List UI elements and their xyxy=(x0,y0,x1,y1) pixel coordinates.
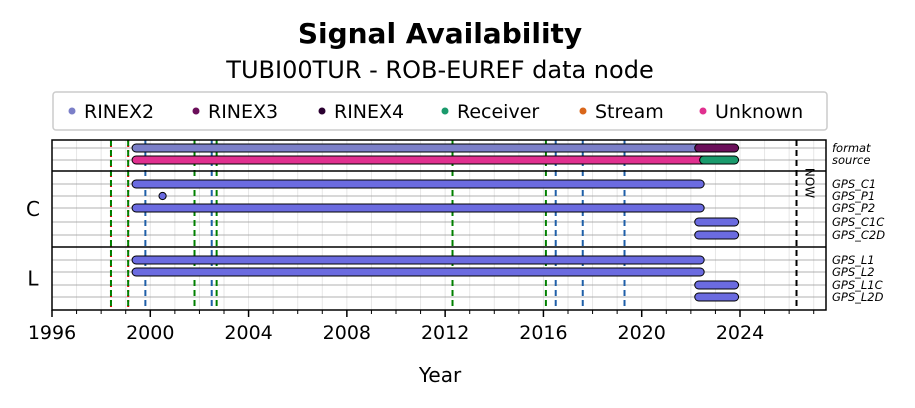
segment-point xyxy=(158,191,167,201)
group-label: C xyxy=(26,197,40,221)
availability-bar xyxy=(131,255,705,265)
x-tick-label: 2020 xyxy=(618,322,666,344)
chart-title: Signal Availability xyxy=(298,17,582,50)
group-label: L xyxy=(27,267,39,291)
x-tick-label: 2008 xyxy=(323,322,371,344)
availability-bar xyxy=(694,143,740,153)
availability-bar xyxy=(694,292,740,302)
availability-bar xyxy=(699,155,740,165)
row-label: GPS_L2D xyxy=(832,290,884,304)
plot-area: CLformatsourceGPS_C1GPS_P1GPS_P2GPS_C1CG… xyxy=(26,139,885,311)
row-label: GPS_L2 xyxy=(832,265,875,279)
chart-subtitle: TUBI00TUR - ROB-EUREF data node xyxy=(225,56,653,84)
x-tick-label: 2000 xyxy=(126,322,174,344)
x-tick-label: 2024 xyxy=(716,322,764,344)
x-tick-label: 2004 xyxy=(224,322,272,344)
legend-marker xyxy=(441,107,449,115)
legend-marker xyxy=(192,107,200,115)
availability-bar xyxy=(131,143,703,153)
legend-label: RINEX3 xyxy=(208,101,278,123)
row-label: GPS_P2 xyxy=(832,201,875,215)
x-axis-label: Year xyxy=(418,363,462,387)
plot-frame xyxy=(51,139,827,311)
row-label: GPS_C1 xyxy=(832,177,876,191)
x-tick-label: 1996 xyxy=(28,322,76,344)
availability-bar xyxy=(694,280,740,290)
legend-marker xyxy=(579,107,587,115)
row-label: source xyxy=(832,153,870,167)
row-label: format xyxy=(832,141,871,155)
row-label: GPS_C2D xyxy=(832,228,885,242)
availability-bar xyxy=(694,230,740,240)
legend-label: Stream xyxy=(595,101,664,123)
availability-bar xyxy=(131,179,705,189)
legend-label: RINEX2 xyxy=(84,101,154,123)
legend-marker xyxy=(318,107,326,115)
row-label: GPS_P1 xyxy=(832,189,875,203)
legend-marker xyxy=(68,107,76,115)
legend-label: Receiver xyxy=(457,101,539,123)
now-label: NOW xyxy=(803,168,817,198)
legend-marker xyxy=(699,107,707,115)
availability-bar xyxy=(131,155,708,165)
x-axis: 1996 2000 2004 2008 2012 2016 2020 2024 xyxy=(28,310,815,344)
row-label: GPS_L1 xyxy=(832,253,875,267)
legend: RINEX2 RINEX3 RINEX4 Receiver Stream Unknown xyxy=(52,91,828,131)
x-tick-label: 2012 xyxy=(421,322,469,344)
x-tick-label: 2016 xyxy=(519,322,567,344)
availability-bar xyxy=(131,267,705,277)
legend-label: RINEX4 xyxy=(334,101,404,123)
legend-label: Unknown xyxy=(715,101,803,123)
availability-bar xyxy=(131,203,705,213)
legend-box xyxy=(52,91,828,131)
row-label: GPS_L1C xyxy=(832,278,883,292)
row-label: GPS_C1C xyxy=(832,215,884,229)
availability-bar xyxy=(694,217,740,227)
